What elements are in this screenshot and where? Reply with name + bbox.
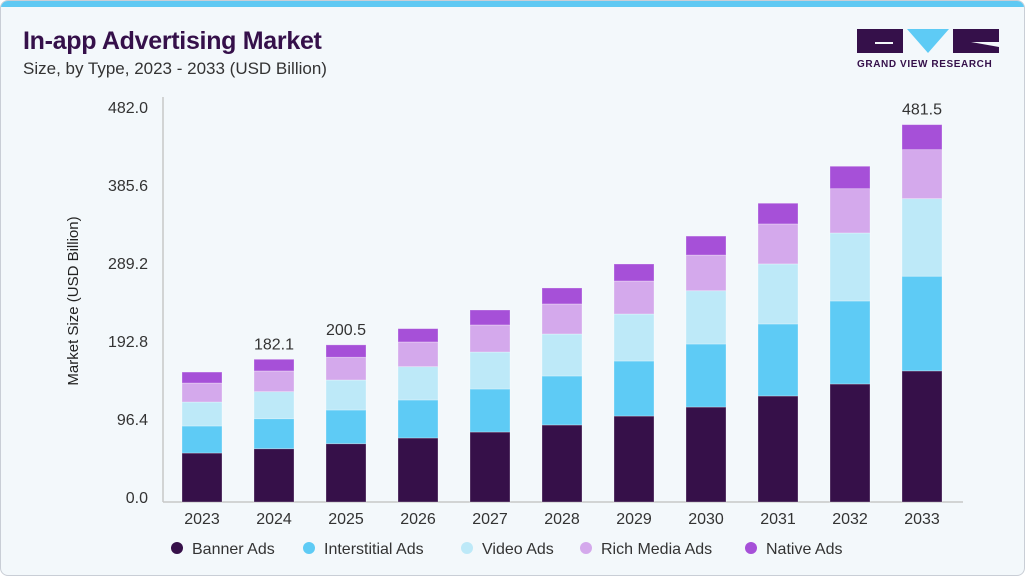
bar-segment-interstitial-ads <box>253 418 295 450</box>
bar-segment-native-ads <box>253 358 295 372</box>
legend-label: Rich Media Ads <box>601 541 712 558</box>
top-accent-bar <box>1 1 1024 7</box>
bar-segment-native-ads <box>613 263 655 282</box>
bar-segment-video-ads <box>181 401 223 427</box>
data-label: 481.5 <box>902 102 942 119</box>
bar-segment-video-ads <box>613 313 655 362</box>
bar-segment-video-ads <box>325 379 367 411</box>
bar-segment-banner-ads <box>829 383 871 503</box>
logo-text: GRAND VIEW RESEARCH <box>857 59 993 70</box>
bar-segment-rich-media-ads <box>901 149 943 200</box>
bar-segment-rich-media-ads <box>253 370 295 393</box>
bar-segment-interstitial-ads <box>541 375 583 426</box>
bar-segment-interstitial-ads <box>613 360 655 417</box>
y-tick-label: 289.2 <box>108 256 148 273</box>
y-tick-label: 385.6 <box>108 178 148 195</box>
bar-segment-native-ads <box>901 124 943 151</box>
bar-segment-video-ads <box>469 351 511 390</box>
x-tick-label: 2026 <box>400 511 436 528</box>
x-tick-label: 2028 <box>544 511 580 528</box>
bar-segment-native-ads <box>541 287 583 305</box>
bar-segment-banner-ads <box>325 443 367 503</box>
legend-marker <box>303 542 315 554</box>
x-tick-label: 2033 <box>904 511 940 528</box>
bar-segment-banner-ads <box>253 448 295 503</box>
bar-segment-interstitial-ads <box>757 323 799 397</box>
bar-segment-rich-media-ads <box>757 223 799 265</box>
bar-segment-rich-media-ads <box>613 280 655 315</box>
bar-segment-video-ads <box>901 198 943 277</box>
bar-segment-native-ads <box>181 371 223 384</box>
bar-segment-video-ads <box>253 391 295 420</box>
legend-marker <box>171 542 183 554</box>
bar-segment-banner-ads <box>613 415 655 503</box>
bar-segment-banner-ads <box>757 395 799 503</box>
bar-segment-video-ads <box>757 263 799 325</box>
data-label: 182.1 <box>254 336 294 353</box>
x-tick-label: 2029 <box>616 511 652 528</box>
bar-segment-interstitial-ads <box>397 399 439 439</box>
legend-label: Video Ads <box>482 541 554 558</box>
bar-segment-video-ads <box>685 290 727 345</box>
bar-segment-rich-media-ads <box>181 382 223 403</box>
x-tick-label: 2030 <box>688 511 724 528</box>
bar-segment-rich-media-ads <box>325 356 367 381</box>
bar-segment-rich-media-ads <box>541 303 583 335</box>
legend-marker <box>580 542 592 554</box>
x-tick-label: 2032 <box>832 511 868 528</box>
y-axis-title: Market Size (USD Billion) <box>65 216 82 385</box>
bar-segment-video-ads <box>541 333 583 377</box>
bar-segment-native-ads <box>325 344 367 358</box>
bar-segment-rich-media-ads <box>685 254 727 292</box>
bar-segment-banner-ads <box>469 431 511 503</box>
y-tick-label: 96.4 <box>117 412 148 429</box>
bar-segment-native-ads <box>397 328 439 343</box>
bar-segment-native-ads <box>469 309 511 326</box>
bar-segment-native-ads <box>829 165 871 190</box>
data-label: 200.5 <box>326 322 366 339</box>
bar-segment-video-ads <box>397 366 439 401</box>
bar-segment-interstitial-ads <box>181 425 223 454</box>
bar-segment-rich-media-ads <box>469 324 511 353</box>
bar-segment-native-ads <box>685 235 727 256</box>
bar-segment-interstitial-ads <box>901 275 943 372</box>
bar-segment-banner-ads <box>397 437 439 503</box>
bar-segment-interstitial-ads <box>685 343 727 408</box>
legend-marker <box>461 542 473 554</box>
bar-segment-interstitial-ads <box>325 409 367 445</box>
x-tick-label: 2024 <box>256 511 292 528</box>
legend-marker <box>745 542 757 554</box>
bar-segment-banner-ads <box>685 406 727 503</box>
x-tick-label: 2027 <box>472 511 508 528</box>
x-tick-label: 2023 <box>184 511 220 528</box>
bar-segment-banner-ads <box>181 452 223 503</box>
bar-segment-video-ads <box>829 232 871 302</box>
bar-segment-interstitial-ads <box>829 300 871 385</box>
bar-segment-rich-media-ads <box>829 188 871 234</box>
grand-view-research-logo <box>857 29 999 53</box>
bar-segment-banner-ads <box>541 424 583 503</box>
legend-label: Native Ads <box>766 541 842 558</box>
x-tick-label: 2025 <box>328 511 364 528</box>
bar-segment-interstitial-ads <box>469 388 511 433</box>
y-tick-label: 192.8 <box>108 334 148 351</box>
legend-label: Banner Ads <box>192 541 275 558</box>
chart-title: In-app Advertising Market <box>23 27 322 55</box>
bar-segment-rich-media-ads <box>397 341 439 368</box>
legend-label: Interstitial Ads <box>324 541 424 558</box>
bar-segment-banner-ads <box>901 370 943 503</box>
y-tick-label: 482.0 <box>108 100 148 117</box>
x-tick-label: 2031 <box>760 511 796 528</box>
y-tick-label: 0.0 <box>126 490 148 507</box>
bar-segment-native-ads <box>757 202 799 225</box>
chart-subtitle: Size, by Type, 2023 - 2033 (USD Billion) <box>23 59 327 78</box>
